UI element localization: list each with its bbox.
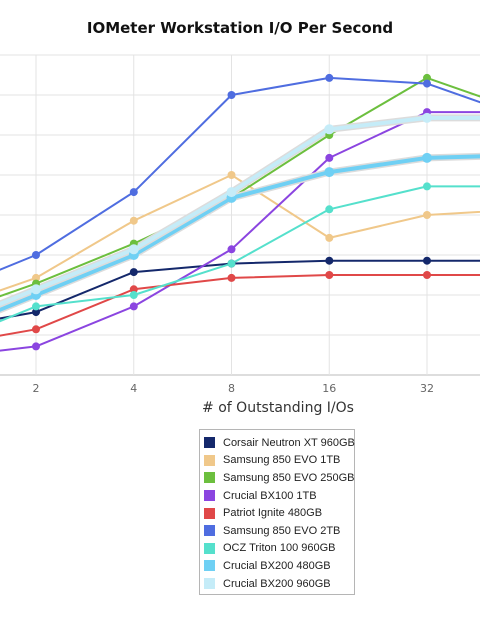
legend-label: Crucial BX100 1TB	[223, 489, 317, 502]
chart-title: IOMeter Workstation I/O Per Second	[86, 19, 394, 37]
series-point[interactable]	[226, 187, 237, 198]
legend-swatch	[204, 525, 215, 537]
x-tick-labels: 2 4 8 16 32	[33, 382, 435, 395]
legend-item[interactable]: Corsair Neutron XT 960GB	[200, 434, 355, 452]
series-point[interactable]	[422, 152, 432, 163]
gridlines	[0, 54, 480, 376]
legend-label: Samsung 850 EVO 1TB	[223, 454, 341, 467]
series-point[interactable]	[31, 284, 41, 295]
legend-label: Patriot Ignite 480GB	[223, 507, 323, 520]
series-point[interactable]	[32, 302, 40, 311]
series-point[interactable]	[324, 167, 335, 178]
legend-swatch	[204, 560, 215, 572]
series-point[interactable]	[423, 79, 431, 88]
series-point[interactable]	[129, 268, 138, 277]
series-point[interactable]	[423, 271, 431, 279]
series-point[interactable]	[422, 112, 432, 123]
x-tick-label: 2	[33, 382, 40, 395]
series-point[interactable]	[32, 273, 40, 282]
legend-label: OCZ Triton 100 960GB	[223, 542, 336, 555]
legend-label: Samsung 850 EVO 250GB	[223, 471, 355, 484]
legend-label: Samsung 850 EVO 2TB	[223, 524, 341, 537]
series-point[interactable]	[32, 308, 40, 317]
legend-item[interactable]: Patriot Ignite 480GB	[200, 504, 354, 522]
legend-swatch	[204, 454, 215, 466]
legend-item[interactable]: Crucial BX200 960GB	[200, 575, 354, 593]
series-line	[0, 154, 480, 312]
series-line	[0, 185, 480, 323]
legend-swatch	[204, 437, 215, 449]
series-point[interactable]	[325, 205, 334, 214]
x-tick-label: 32	[420, 382, 434, 395]
series-point[interactable]	[423, 211, 431, 219]
legend-item[interactable]: Crucial BX200 480GB	[200, 557, 354, 575]
legend-item[interactable]: Samsung 850 EVO 2TB	[200, 522, 354, 540]
series-point[interactable]	[325, 256, 334, 265]
series-point[interactable]	[32, 325, 40, 334]
series-line-halo	[0, 152, 480, 314]
series-point[interactable]	[324, 124, 335, 135]
series-point[interactable]	[227, 273, 236, 282]
series-point[interactable]	[227, 91, 236, 99]
legend-swatch	[204, 578, 215, 590]
series-point[interactable]	[129, 188, 138, 197]
x-tick-label: 16	[322, 382, 336, 395]
legend-swatch	[204, 507, 215, 519]
legend-swatch	[204, 542, 215, 554]
legend-item[interactable]: Samsung 850 EVO 1TB	[200, 452, 354, 470]
series-line	[0, 111, 480, 352]
series-point[interactable]	[129, 291, 138, 299]
legend-item[interactable]: OCZ Triton 100 960GB	[200, 540, 354, 558]
series-point[interactable]	[227, 171, 236, 179]
legend-label: Crucial BX200 480GB	[223, 559, 331, 572]
x-tick-label: 8	[228, 382, 235, 395]
series-point[interactable]	[129, 285, 138, 294]
series-point[interactable]	[325, 233, 334, 242]
legend-item[interactable]: Crucial BX100 1TB	[200, 487, 354, 505]
x-tick-label: 4	[130, 382, 137, 395]
series-line	[0, 274, 480, 337]
series-point[interactable]	[32, 342, 40, 351]
legend-swatch	[204, 472, 215, 484]
legend-swatch	[204, 490, 215, 502]
legend: Corsair Neutron XT 960GB Samsung 850 EVO …	[199, 429, 355, 595]
series-point[interactable]	[32, 251, 40, 259]
legend-label: Crucial BX200 960GB	[223, 577, 331, 590]
series-lines	[0, 76, 480, 352]
series-point[interactable]	[227, 259, 236, 268]
x-axis-title: # of Outstanding I/Os	[202, 400, 354, 416]
legend-label: Corsair Neutron XT 960GB	[223, 436, 355, 449]
series-point[interactable]	[128, 244, 139, 255]
series-point[interactable]	[423, 73, 431, 82]
series-point[interactable]	[423, 182, 431, 191]
series-point[interactable]	[423, 256, 431, 265]
series-point[interactable]	[325, 271, 334, 279]
series-point[interactable]	[227, 245, 236, 254]
series-point[interactable]	[325, 153, 334, 162]
legend-item[interactable]: Samsung 850 EVO 250GB	[200, 469, 354, 487]
series-point[interactable]	[129, 216, 138, 225]
series-point[interactable]	[129, 302, 138, 311]
series-points	[31, 73, 432, 351]
series-point[interactable]	[325, 73, 334, 82]
